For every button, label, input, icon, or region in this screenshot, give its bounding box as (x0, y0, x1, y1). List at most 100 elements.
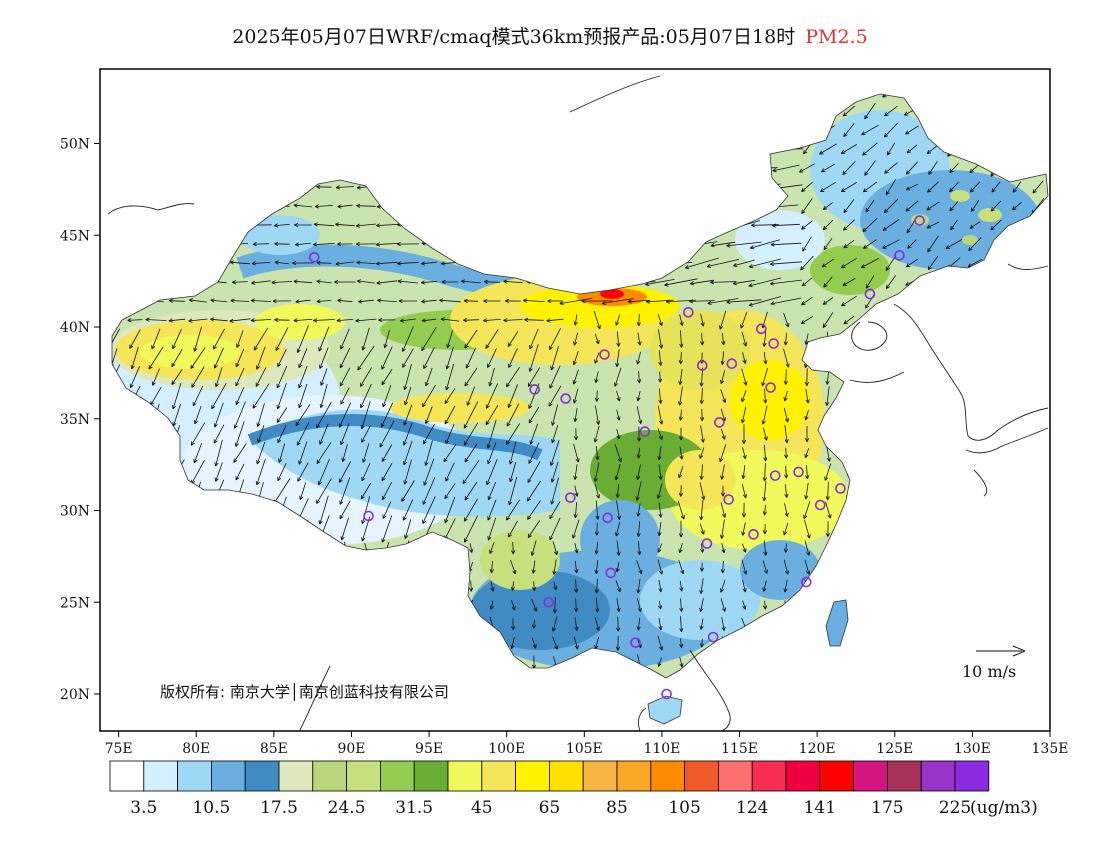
wind-arrow (485, 383, 498, 409)
wind-arrow (130, 346, 139, 370)
wind-arrow (490, 580, 495, 592)
wind-arrow (636, 351, 641, 365)
wind-arrow (573, 408, 578, 423)
station-marker (914, 215, 925, 226)
legend-swatch (853, 760, 888, 792)
wind-arrow (949, 163, 959, 173)
wind-arrow (362, 443, 370, 463)
wind-arrow (885, 255, 897, 271)
legend-swatch (278, 760, 314, 792)
x-tick-label: 100E (488, 741, 525, 757)
wind-arrow (171, 369, 183, 385)
wind-arrow (503, 279, 523, 284)
wind-arrow (274, 223, 290, 228)
wind-arrow (689, 299, 715, 304)
wind-arrow (527, 520, 541, 538)
wind-arrow (741, 483, 747, 499)
wind-arrow (884, 105, 898, 117)
x-tick-label: 130E (954, 741, 991, 757)
wind-arrow (883, 198, 899, 214)
wind-arrow (256, 346, 266, 370)
wind-arrow (772, 164, 800, 173)
wind-arrow (487, 481, 497, 501)
wind-arrow (804, 368, 809, 386)
legend-tick-label: 124 (736, 798, 768, 818)
legend-swatch (920, 760, 956, 792)
wind-arrow (573, 443, 580, 463)
wind-arrow (112, 328, 120, 350)
wind-arrow (274, 241, 290, 246)
wind-arrow (991, 181, 1001, 193)
wind-arrow (741, 543, 747, 553)
wind-arrow (421, 326, 437, 352)
wind-arrow (403, 404, 413, 426)
wind-arrow (151, 328, 161, 350)
wind-arrow (313, 222, 335, 227)
legend-tick-label: 175 (871, 798, 903, 818)
wind-arrow (464, 515, 478, 543)
wind-arrow (678, 369, 683, 386)
wind-arrow (574, 636, 579, 650)
wind-arrow (905, 125, 919, 135)
wind-arrow (230, 298, 250, 303)
wind-arrow (527, 500, 541, 520)
wind-arrow (886, 142, 896, 156)
wind-arrow (360, 482, 372, 500)
wind-arrow (445, 346, 454, 370)
wind-arrow (338, 461, 352, 483)
wind-arrow (487, 499, 497, 521)
wind-arrow (700, 313, 705, 327)
wind-arrow (320, 368, 328, 386)
wind-arrow (741, 368, 748, 386)
wind-arrow (926, 221, 940, 229)
wind-arrow (801, 220, 813, 230)
wind-arrow (531, 655, 537, 669)
wind-arrow (129, 329, 141, 349)
wind-arrow (278, 443, 286, 463)
wind-arrow (761, 367, 768, 387)
wind-arrow (594, 483, 601, 499)
wind-arrow (763, 351, 768, 365)
wind-arrow (357, 299, 374, 304)
wind-arrow (423, 423, 435, 445)
wind-arrow (927, 255, 939, 271)
wind-arrow (441, 279, 459, 285)
wind-arrow (233, 443, 247, 463)
wind-arrow (720, 370, 726, 385)
wind-arrow (549, 517, 561, 541)
wind-arrow (783, 559, 789, 575)
wind-arrow (616, 409, 621, 421)
wind-arrow (340, 387, 350, 405)
legend-swatch (210, 760, 246, 792)
wind-arrow (616, 500, 622, 520)
wind-arrow (250, 318, 272, 323)
wind-arrow (636, 560, 643, 575)
wind-arrow (595, 405, 601, 425)
wind-arrow (684, 257, 719, 270)
wind-arrow (316, 279, 332, 284)
wind-arrow (404, 386, 412, 406)
legend-labels: 3.5 10.5 17.5 24.5 31.5 45 65 85 105 124 141 175 225 (130, 798, 971, 818)
wind-arrow (381, 346, 393, 370)
wind-arrow (213, 424, 225, 444)
wind-arrow (804, 540, 811, 556)
station-marker (363, 510, 374, 522)
wind-arrow (507, 384, 518, 408)
wind-arrow (316, 442, 332, 465)
wind-arrow (294, 222, 312, 228)
wind-arrow (741, 331, 748, 347)
wind-arrow (762, 504, 767, 516)
legend-swatch (109, 760, 145, 792)
legend-swatch (751, 760, 787, 792)
wind-arrow (926, 144, 940, 154)
wind-arrow (338, 402, 352, 428)
wind-arrow (193, 442, 203, 464)
wind-arrow (489, 542, 495, 554)
wind-arrow (168, 318, 186, 323)
wind-arrow (678, 427, 684, 441)
wind-arrow (710, 280, 736, 285)
wind-arrow (594, 522, 599, 536)
wind-arrow (337, 241, 353, 247)
wind-arrow (927, 181, 939, 193)
wind-arrow (732, 279, 755, 286)
